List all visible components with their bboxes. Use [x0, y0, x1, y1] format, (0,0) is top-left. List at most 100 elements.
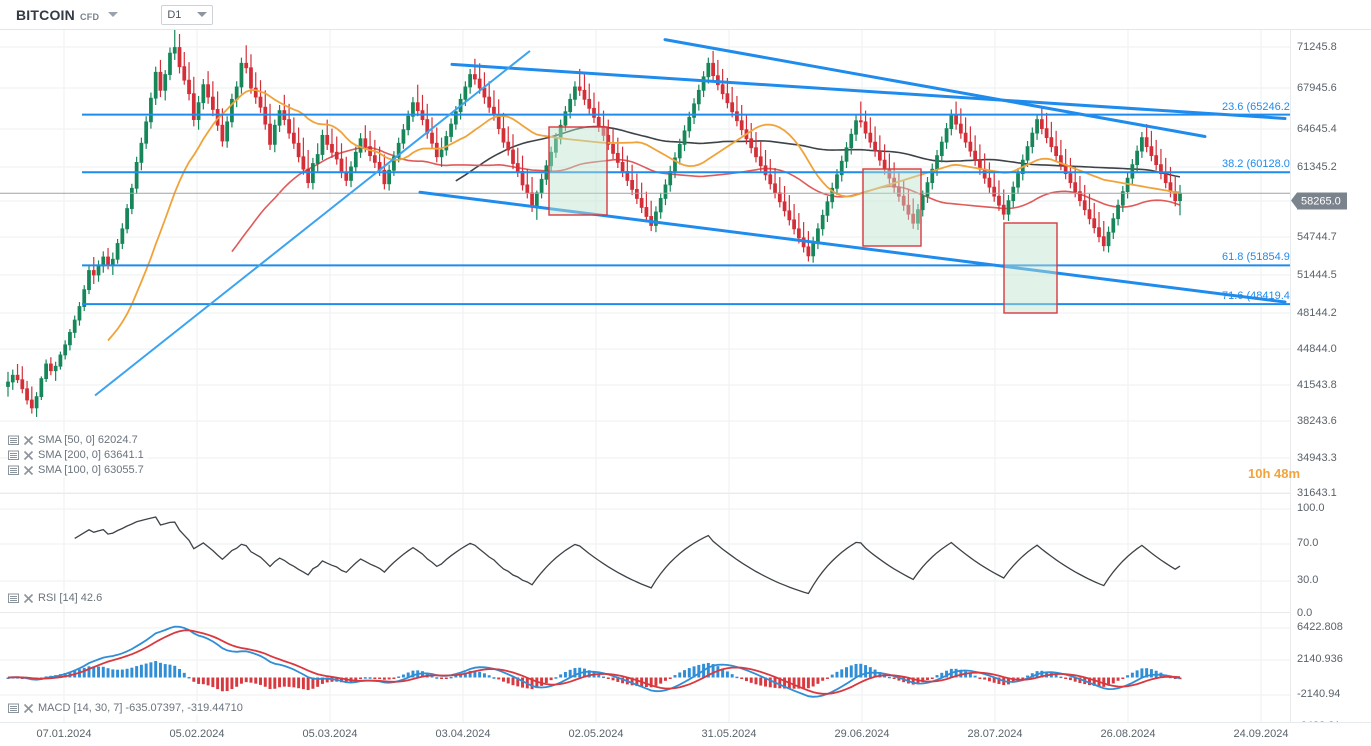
trendline-ascending[interactable]: [94, 50, 531, 397]
macd-hist-bar: [197, 677, 201, 684]
macd-hist-bar: [268, 677, 272, 690]
macd-legend-row[interactable]: MACD [14, 30, 7] -635.07397, -319.44710: [8, 701, 247, 715]
candle-body: [1030, 132, 1035, 148]
candle-body: [787, 210, 792, 221]
candle-body: [253, 87, 258, 98]
macd-hist-bar: [1092, 677, 1096, 686]
candle-body: [944, 128, 949, 143]
candle-body: [825, 201, 830, 216]
candle-body: [63, 344, 68, 356]
macd-hist-bar: [468, 670, 472, 678]
sma-legend-row[interactable]: SMA [50, 0] 62024.7: [8, 433, 142, 447]
candle-body: [592, 107, 596, 118]
macd-hist-bar: [730, 674, 734, 678]
rectangle-drawing[interactable]: [1003, 222, 1058, 314]
macd-hist-bar: [211, 677, 215, 688]
candle-body: [806, 246, 811, 257]
macd-hist-bar: [749, 677, 753, 683]
chevron-down-icon[interactable]: [197, 12, 208, 17]
candle-body: [568, 98, 573, 113]
macd-hist-bar: [649, 677, 653, 688]
close-icon[interactable]: [23, 450, 34, 461]
macd-hist-bar: [235, 677, 239, 687]
macd-hist-bar: [840, 669, 844, 678]
macd-panel[interactable]: MACD [14, 30, 7] -635.07397, -319.44710: [0, 612, 1371, 722]
candle-body: [687, 116, 692, 132]
candle-body: [401, 129, 406, 144]
time-axis[interactable]: 07.01.2024 05.02.2024 05.03.2024 03.04.2024…: [0, 722, 1371, 746]
sma-legend-row[interactable]: SMA [200, 0] 63641.1: [8, 448, 148, 462]
candle-body: [768, 174, 773, 185]
menu-icon[interactable]: [8, 450, 19, 461]
sma-legend-row[interactable]: SMA [100, 0] 63055.7: [8, 463, 148, 477]
price-axis[interactable]: 71245.8 67945.6 64645.4 61345.2 54744.7 51444…: [1290, 30, 1371, 732]
candle-body: [363, 138, 368, 148]
candle-body: [15, 374, 20, 381]
macd-hist-bar: [630, 677, 634, 686]
candle-body: [515, 163, 520, 172]
macd-hist-bar: [973, 675, 977, 678]
macd-hist-bar: [697, 664, 701, 678]
menu-icon[interactable]: [8, 465, 19, 476]
macd-hist-bar: [602, 676, 606, 679]
macd-hist-bar: [1116, 677, 1120, 681]
macd-plot[interactable]: [0, 613, 1290, 722]
macd-hist-bar: [992, 677, 996, 683]
macd-hist-bar: [768, 677, 772, 688]
macd-hist-bar: [559, 674, 563, 678]
macd-hist-bar: [1130, 672, 1134, 678]
macd-hist-bar: [392, 677, 396, 679]
rectangle-drawing[interactable]: [862, 168, 922, 247]
candle-body: [873, 141, 877, 152]
menu-icon[interactable]: [8, 703, 19, 714]
chevron-down-icon[interactable]: [108, 12, 119, 17]
macd-hist-bar: [1088, 677, 1091, 686]
close-icon[interactable]: [23, 703, 34, 714]
candle-body: [501, 128, 506, 143]
rsi-legend-row[interactable]: RSI [14] 42.6: [8, 591, 107, 605]
macd-hist-bar: [635, 677, 639, 687]
macd-hist-bar: [111, 669, 115, 678]
price-axis-label: 54744.7: [1297, 231, 1337, 243]
candle-body: [696, 89, 701, 105]
macd-hist-bar: [340, 677, 343, 683]
trendline-lower[interactable]: [418, 190, 1287, 304]
price-axis-label: 34943.3: [1297, 452, 1337, 464]
candle-body: [444, 136, 449, 151]
timeframe-select[interactable]: D1: [161, 4, 214, 25]
macd-hist-bar: [816, 677, 820, 684]
macd-hist-bar: [206, 677, 210, 686]
rectangle-drawing[interactable]: [548, 126, 608, 216]
candle-body: [968, 141, 973, 152]
macd-hist-bar: [1059, 676, 1063, 679]
time-axis-label: 31.05.2024: [701, 728, 757, 740]
macd-hist-bar: [644, 677, 648, 688]
macd-hist-bar: [849, 665, 853, 678]
close-icon[interactable]: [23, 435, 34, 446]
close-icon[interactable]: [23, 465, 34, 476]
close-icon[interactable]: [23, 593, 34, 604]
trendline-inner[interactable]: [663, 38, 1207, 138]
rsi-panel[interactable]: RSI [14] 42.6: [0, 493, 1371, 612]
candlestick-series[interactable]: [6, 30, 1182, 417]
candle-body: [20, 379, 25, 390]
macd-hist-bar: [144, 663, 148, 678]
macd-hist-bar: [1107, 677, 1111, 686]
menu-icon[interactable]: [8, 593, 19, 604]
rsi-axis-label: 30.0: [1297, 574, 1319, 586]
candle-body: [701, 76, 706, 91]
symbol-selector[interactable]: BITCOIN CFD: [0, 7, 119, 23]
price-plot[interactable]: [0, 30, 1290, 493]
candle-body: [596, 116, 601, 127]
macd-hist-bar: [1068, 677, 1072, 681]
macd-hist-bar: [292, 677, 296, 688]
trendline-upper[interactable]: [450, 62, 1287, 120]
menu-icon[interactable]: [8, 435, 19, 446]
candle-body: [587, 98, 592, 109]
rsi-plot[interactable]: [0, 494, 1290, 612]
candle-body: [287, 119, 291, 134]
price-panel[interactable]: SMA [50, 0] 62024.7 SMA [200, 0] 63641.1 S…: [0, 30, 1371, 493]
candle-body: [877, 150, 882, 161]
price-axis-label: 61345.2: [1297, 161, 1337, 173]
macd-hist-bar: [892, 677, 896, 679]
